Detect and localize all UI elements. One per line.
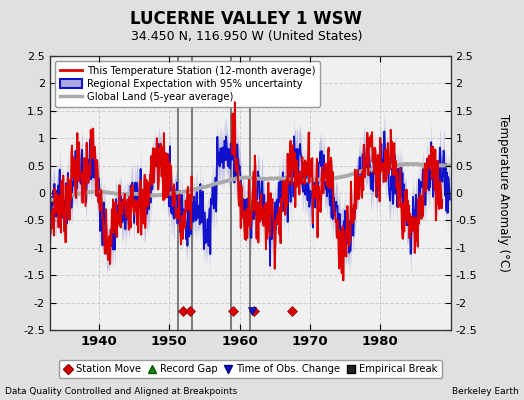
Y-axis label: Temperature Anomaly (°C): Temperature Anomaly (°C): [497, 114, 510, 272]
Text: 34.450 N, 116.950 W (United States): 34.450 N, 116.950 W (United States): [130, 30, 362, 43]
Text: Data Quality Controlled and Aligned at Breakpoints: Data Quality Controlled and Aligned at B…: [5, 387, 237, 396]
Text: LUCERNE VALLEY 1 WSW: LUCERNE VALLEY 1 WSW: [130, 10, 362, 28]
Text: Berkeley Earth: Berkeley Earth: [452, 387, 519, 396]
Legend: Station Move, Record Gap, Time of Obs. Change, Empirical Break: Station Move, Record Gap, Time of Obs. C…: [59, 360, 442, 378]
